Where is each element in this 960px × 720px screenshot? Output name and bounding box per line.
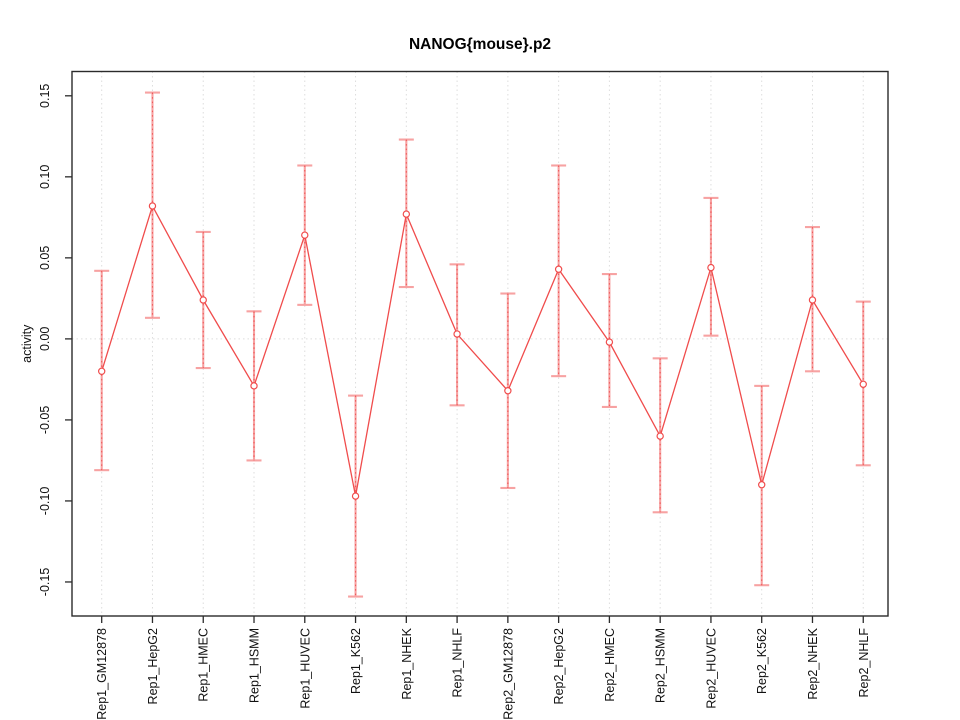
x-tick-label: Rep1_NHEK (400, 627, 414, 699)
x-tick-label: Rep2_HSMM (654, 628, 668, 703)
data-point-marker (453, 330, 461, 338)
x-tick-label: Rep1_HUVEC (298, 628, 312, 709)
y-axis-title: activity (20, 324, 34, 363)
plot-frame-and-ticks (65, 70, 889, 623)
x-tick-label: Rep2_GM12878 (501, 628, 515, 720)
chart-title: NANOG{mouse}.p2 (409, 36, 551, 53)
series-polyline (101, 204, 864, 497)
data-point-marker (758, 481, 766, 489)
data-point-marker (250, 382, 258, 390)
x-tick-label: Rep1_HepG2 (146, 628, 160, 704)
data-point-marker (656, 432, 664, 440)
data-point-marker (504, 387, 512, 395)
data-point-marker (148, 202, 157, 210)
y-tick-label: 0.10 (38, 165, 52, 189)
y-tick-label: -0.15 (38, 568, 52, 597)
x-tick-label: Rep1_HSMM (248, 628, 262, 703)
x-tick-label: Rep1_GM12878 (95, 628, 109, 720)
x-tick-label: Rep2_HepG2 (552, 628, 566, 704)
data-point-marker (351, 492, 360, 500)
data-point-marker (605, 338, 614, 346)
x-tick-label: Rep2_K562 (755, 628, 769, 694)
y-tick-label: -0.10 (38, 487, 52, 516)
x-tick-label: Rep2_HUVEC (704, 628, 718, 709)
x-tick-label: Rep2_NHEK (806, 627, 820, 699)
y-tick-label: 0.00 (38, 327, 52, 351)
data-point-marker (402, 210, 411, 218)
data-point-marker (859, 380, 867, 388)
series-line (101, 204, 864, 497)
x-tick-label: Rep2_NHLF (857, 628, 871, 698)
data-point-marker (97, 367, 106, 375)
gridlines (72, 71, 888, 616)
data-point-marker (808, 296, 817, 304)
y-tick-label: -0.05 (38, 406, 52, 435)
data-point-marker (199, 296, 207, 304)
x-tick-label: Rep1_HMEC (197, 628, 211, 702)
y-tick-label: 0.15 (38, 84, 52, 108)
plot-border (71, 70, 889, 617)
data-point-marker (554, 265, 563, 273)
error-bars (94, 91, 871, 598)
data-point-markers (97, 202, 867, 500)
x-tick-label: Rep1_K562 (349, 628, 363, 694)
data-point-marker (707, 263, 715, 272)
x-tick-label: Rep1_NHLF (451, 628, 465, 698)
y-tick-label: 0.05 (38, 246, 52, 270)
data-point-marker (301, 231, 309, 239)
x-tick-label: Rep2_HMEC (603, 628, 617, 702)
axis-tick-labels: -0.15 -0.10 -0.05 0.00 0.05 0.10 0.15 Rep1_GM12… (38, 84, 871, 720)
